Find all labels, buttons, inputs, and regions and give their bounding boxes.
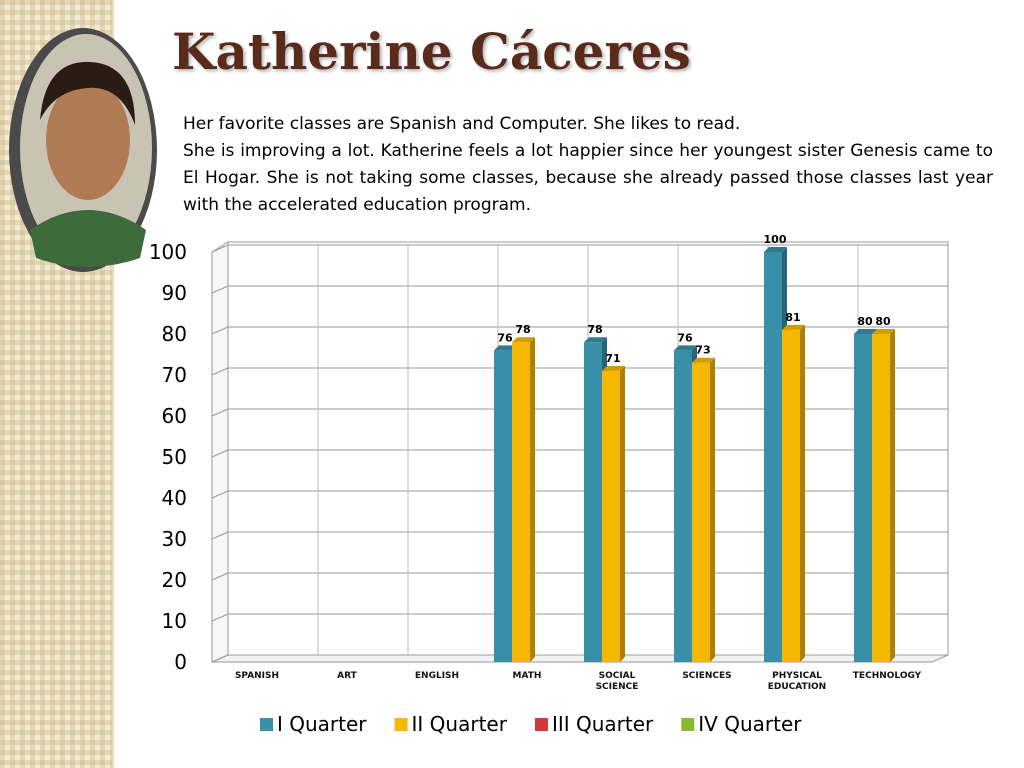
x-tick-label: ENGLISH — [414, 671, 460, 681]
legend-label: II Quarter — [412, 712, 508, 736]
bar-side — [890, 329, 895, 662]
grid-line — [211, 285, 229, 294]
data-label: 80 — [875, 315, 891, 328]
bar — [872, 329, 895, 662]
bar — [602, 365, 625, 662]
bar-face — [854, 334, 872, 662]
bar-side — [800, 324, 805, 662]
y-tick-label: 20 — [162, 568, 187, 592]
x-tick-label: SPANISH — [234, 671, 280, 681]
bar-face — [764, 252, 782, 662]
grid-line — [211, 367, 229, 376]
floor — [211, 654, 949, 663]
bar-top — [494, 345, 517, 351]
paragraph: She is improving a lot. Katherine feels … — [183, 141, 993, 215]
grid-line — [211, 654, 229, 663]
data-label: 80 — [857, 315, 873, 328]
data-label: 76 — [677, 331, 693, 344]
grid-line — [211, 613, 229, 622]
y-tick-label: 60 — [162, 404, 187, 428]
data-label: 78 — [515, 323, 530, 336]
grid-line — [211, 531, 229, 540]
x-tick-label: ART — [337, 671, 357, 681]
y-tick-label: 30 — [162, 527, 187, 551]
bar-side — [710, 357, 715, 662]
bar-face — [782, 329, 800, 662]
grid-line — [211, 244, 229, 253]
side-wall — [211, 241, 229, 663]
grid-line — [211, 408, 229, 417]
legend-label: I Quarter — [277, 712, 367, 736]
y-tick-label: 90 — [162, 281, 187, 305]
bar — [692, 357, 715, 662]
bar-face — [494, 350, 512, 662]
photo-hair — [40, 61, 135, 125]
grid-line — [211, 490, 229, 499]
legend-swatch — [260, 718, 273, 731]
bar-top — [692, 357, 715, 363]
x-tick-label: SCIENCES — [682, 671, 732, 681]
data-label: 71 — [605, 352, 620, 365]
legend-swatch — [534, 718, 548, 731]
bar-top — [512, 337, 535, 343]
bar-top — [584, 337, 607, 343]
grid-line — [211, 572, 229, 581]
y-tick-label: 10 — [162, 609, 187, 633]
x-tick-label: MATH — [512, 671, 542, 681]
data-label: 100 — [764, 233, 787, 246]
grid-line — [211, 326, 229, 335]
photo-shirt — [30, 210, 146, 267]
grid-line — [211, 449, 229, 458]
bar-top — [674, 345, 697, 351]
bar-face — [512, 342, 530, 662]
y-tick-label: 40 — [162, 486, 187, 510]
y-tick-label: 0 — [174, 650, 187, 674]
description: Her favorite classes are Spanish and Com… — [183, 111, 993, 219]
data-label: 73 — [695, 344, 710, 357]
bar-face — [674, 350, 692, 662]
bar-top — [872, 329, 895, 334]
bar-top — [764, 247, 787, 252]
bar-side — [620, 365, 625, 662]
bar-face — [584, 342, 602, 662]
bar-face — [692, 362, 710, 662]
bar-side — [530, 337, 535, 662]
photo-face — [46, 80, 130, 200]
data-label: 76 — [497, 331, 513, 344]
bar — [782, 324, 805, 662]
data-label: 81 — [785, 311, 800, 324]
legend-swatch — [681, 718, 695, 731]
y-tick-label: 100 — [149, 240, 187, 264]
y-tick-label: 80 — [162, 322, 187, 346]
bar-top — [782, 324, 805, 330]
data-label: 78 — [587, 323, 602, 336]
legend-label: III Quarter — [552, 712, 654, 736]
y-tick-label: 70 — [162, 363, 187, 387]
bar-top — [602, 365, 625, 371]
slide-title: Katherine Cáceres — [172, 22, 691, 81]
x-tick-label: SOCIAL SCIENCE — [595, 671, 639, 692]
y-tick-label: 50 — [162, 445, 187, 469]
bar-face — [602, 370, 620, 662]
x-tick-label: TECHNOLOGY — [852, 671, 922, 681]
legend-label: IV Quarter — [698, 712, 802, 736]
bar — [512, 337, 535, 662]
paragraph: Her favorite classes are Spanish and Com… — [183, 114, 741, 134]
x-tick-label: PHYSICAL EDUCATION — [767, 671, 827, 692]
bar-top — [854, 329, 877, 334]
bar-face — [872, 334, 890, 662]
legend-swatch — [394, 718, 408, 731]
